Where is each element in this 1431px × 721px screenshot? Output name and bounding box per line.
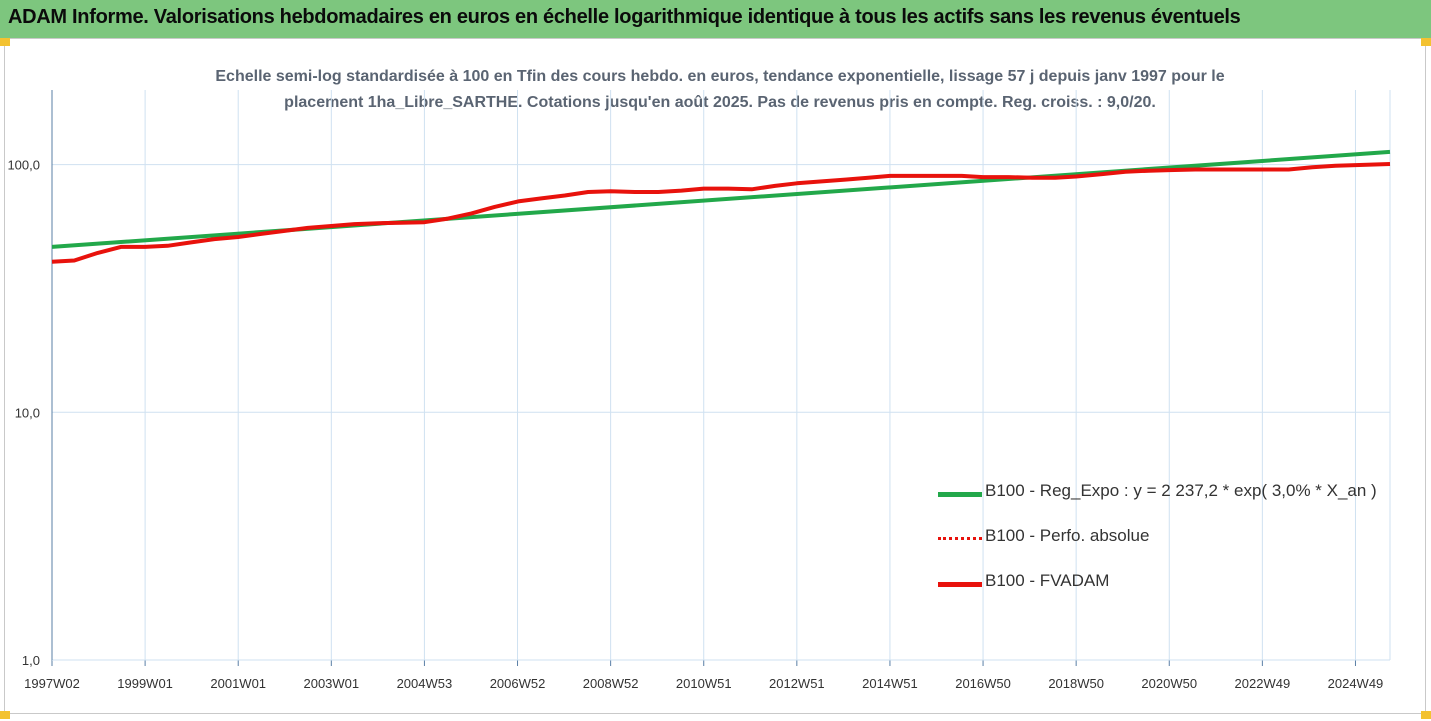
x-tick-label: 1997W02	[24, 676, 80, 691]
corner-marker-top-left	[0, 38, 10, 46]
y-tick-label: 10,0	[15, 405, 40, 420]
x-tick-label: 1999W01	[117, 676, 173, 691]
x-tick-label: 2003W01	[303, 676, 359, 691]
series-line-fvadam	[51, 162, 1391, 264]
legend-label-perfo-absolue: B100 - Perfo. absolue	[985, 526, 1150, 545]
legend-label-fvadam: B100 - FVADAM	[985, 571, 1110, 590]
chart-subtitle-line-1: Echelle semi-log standardisée à 100 en T…	[215, 68, 1225, 85]
x-tick-label: 2010W51	[676, 676, 732, 691]
header-bar: ADAM Informe. Valorisations hebdomadaire…	[0, 0, 1431, 38]
x-tick-label: 2008W52	[583, 676, 639, 691]
y-tick-label: 100,0	[7, 158, 40, 173]
legend-swatch-perfo-absolue	[938, 537, 982, 540]
x-tick-label: 2016W50	[955, 676, 1011, 691]
corner-marker-bottom-right	[1421, 711, 1431, 719]
x-tick-label: 2001W01	[210, 676, 266, 691]
x-tick-label: 2006W52	[490, 676, 546, 691]
x-tick-label: 2004W53	[397, 676, 453, 691]
legend-label-reg-expo: B100 - Reg_Expo : y = 2 237,2 * exp( 3,0…	[985, 481, 1377, 500]
x-tick-label: 2020W50	[1141, 676, 1197, 691]
corner-marker-top-right	[1421, 38, 1431, 46]
chart-subtitle: Echelle semi-log standardisée à 100 en T…	[120, 64, 1320, 116]
series-line-reg-expo	[51, 149, 1391, 249]
x-tick-label: 2012W51	[769, 676, 825, 691]
x-tick-label: 2018W50	[1048, 676, 1104, 691]
legend-swatch-reg-expo	[938, 492, 982, 497]
legend-swatch-fvadam	[938, 582, 982, 587]
corner-marker-bottom-left	[0, 711, 10, 719]
x-tick-label: 2024W49	[1328, 676, 1384, 691]
x-tick-label: 2014W51	[862, 676, 918, 691]
x-tick-label: 2022W49	[1235, 676, 1291, 691]
y-tick-label: 1,0	[22, 653, 40, 668]
chart-frame	[4, 38, 1426, 714]
report-title: ADAM Informe. Valorisations hebdomadaire…	[8, 6, 1241, 28]
chart-subtitle-line-2: placement 1ha_Libre_SARTHE. Cotations ju…	[284, 94, 1156, 111]
